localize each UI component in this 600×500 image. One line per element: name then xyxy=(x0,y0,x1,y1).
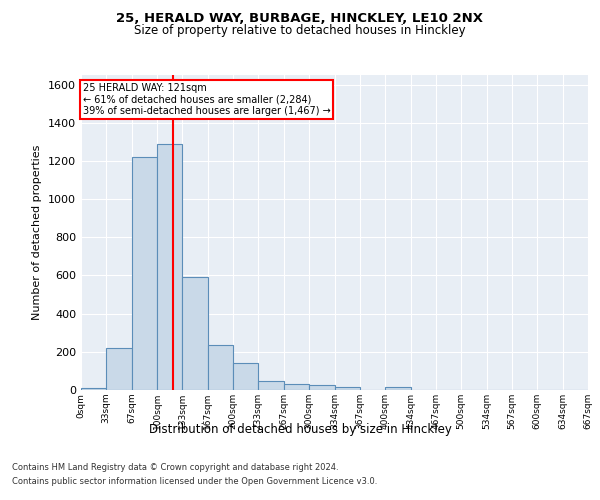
Bar xyxy=(233,364,258,390)
Bar xyxy=(258,382,284,390)
Text: Contains HM Land Registry data © Crown copyright and database right 2024.: Contains HM Land Registry data © Crown c… xyxy=(12,464,338,472)
Text: Size of property relative to detached houses in Hinckley: Size of property relative to detached ho… xyxy=(134,24,466,37)
Bar xyxy=(385,387,411,390)
Bar xyxy=(284,384,309,390)
Y-axis label: Number of detached properties: Number of detached properties xyxy=(32,145,43,320)
Bar xyxy=(208,345,233,390)
Bar xyxy=(309,385,335,390)
Bar xyxy=(106,348,132,390)
Bar xyxy=(81,388,106,390)
Text: 25, HERALD WAY, BURBAGE, HINCKLEY, LE10 2NX: 25, HERALD WAY, BURBAGE, HINCKLEY, LE10 … xyxy=(116,12,484,26)
Text: Contains public sector information licensed under the Open Government Licence v3: Contains public sector information licen… xyxy=(12,477,377,486)
Text: 25 HERALD WAY: 121sqm
← 61% of detached houses are smaller (2,284)
39% of semi-d: 25 HERALD WAY: 121sqm ← 61% of detached … xyxy=(83,82,330,116)
Bar xyxy=(335,387,360,390)
Bar xyxy=(132,157,157,390)
Bar xyxy=(182,278,208,390)
Bar xyxy=(157,144,182,390)
Text: Distribution of detached houses by size in Hinckley: Distribution of detached houses by size … xyxy=(149,422,451,436)
